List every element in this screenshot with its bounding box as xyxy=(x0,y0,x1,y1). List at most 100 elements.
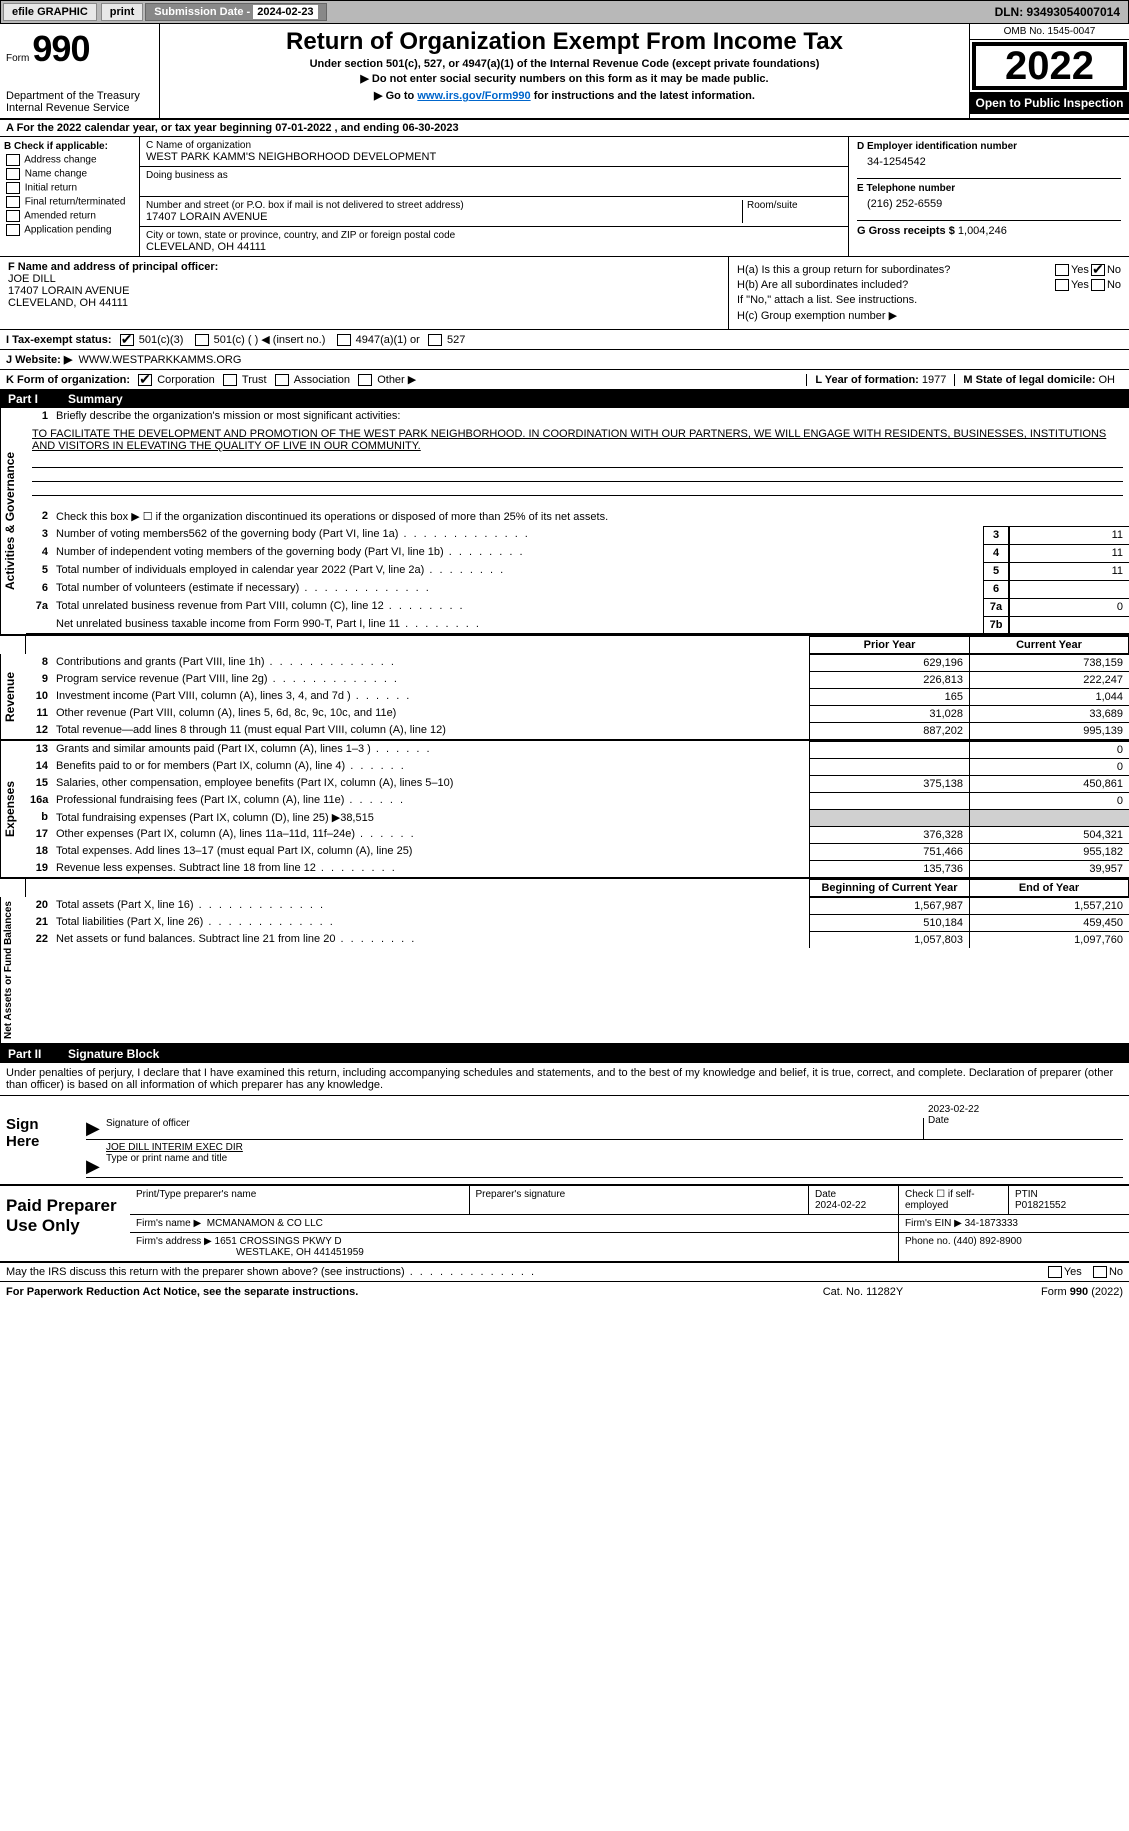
discuss-yes[interactable] xyxy=(1048,1266,1062,1278)
ptin-value: P01821552 xyxy=(1015,1200,1066,1211)
paid-preparer-block: Paid Preparer Use Only Print/Type prepar… xyxy=(0,1186,1129,1263)
cat-no: Cat. No. 11282Y xyxy=(763,1286,963,1298)
cb-amended-return[interactable]: Amended return xyxy=(4,210,135,222)
cb-501c[interactable] xyxy=(195,334,209,346)
summary-revenue: Revenue 8Contributions and grants (Part … xyxy=(0,654,1129,741)
summary-expenses: Expenses 13Grants and similar amounts pa… xyxy=(0,741,1129,879)
dept-label: Department of the Treasury Internal Reve… xyxy=(6,90,153,114)
form-footer: Form 990 (2022) xyxy=(963,1286,1123,1298)
form-subtitle: Under section 501(c), 527, or 4947(a)(1)… xyxy=(168,58,961,70)
submission-date-label: Submission Date - 2024-02-23 xyxy=(145,3,326,21)
irs-link[interactable]: www.irs.gov/Form990 xyxy=(417,90,530,102)
cb-address-change[interactable]: Address change xyxy=(4,154,135,166)
paid-preparer-label: Paid Preparer Use Only xyxy=(0,1186,130,1261)
arrow-icon: ▶ xyxy=(86,1118,106,1139)
year-formation: 1977 xyxy=(922,374,946,386)
footer: For Paperwork Reduction Act Notice, see … xyxy=(0,1282,1129,1302)
v3: 11 xyxy=(1009,526,1129,544)
cb-527[interactable] xyxy=(428,334,442,346)
vlabel-activities: Activities & Governance xyxy=(0,408,26,634)
v7b xyxy=(1009,616,1129,633)
efile-button[interactable]: efile GRAPHIC xyxy=(3,3,97,21)
print-button[interactable]: print xyxy=(101,3,143,21)
prep-date: 2024-02-22 xyxy=(815,1200,866,1211)
addr-label: Number and street (or P.O. box if mail i… xyxy=(146,200,742,211)
signature-declaration: Under penalties of perjury, I declare th… xyxy=(0,1063,1129,1096)
v4: 11 xyxy=(1009,544,1129,562)
sign-here-label: Sign Here xyxy=(0,1096,80,1184)
date-label: Date xyxy=(928,1115,949,1126)
phone-value: (216) 252-6559 xyxy=(867,198,1121,210)
org-city: CLEVELAND, OH 44111 xyxy=(146,241,842,253)
col-h-group: H(a) Is this a group return for subordin… xyxy=(729,257,1129,329)
gross-value: 1,004,246 xyxy=(958,225,1007,237)
open-inspection: Open to Public Inspection xyxy=(970,92,1129,114)
prep-sig-label: Preparer's signature xyxy=(470,1186,810,1214)
cb-association[interactable] xyxy=(275,374,289,386)
cb-4947[interactable] xyxy=(337,334,351,346)
ein-value: 34-1254542 xyxy=(867,156,1121,168)
section-f-h: F Name and address of principal officer:… xyxy=(0,257,1129,330)
omb-number: OMB No. 1545-0047 xyxy=(970,24,1129,40)
vlabel-revenue: Revenue xyxy=(0,654,26,739)
cb-final-return[interactable]: Final return/terminated xyxy=(4,196,135,208)
cb-corporation[interactable] xyxy=(138,374,152,386)
firm-phone: (440) 892-8900 xyxy=(953,1236,1021,1247)
hb-no[interactable] xyxy=(1091,279,1105,291)
hb-yes[interactable] xyxy=(1055,279,1069,291)
cb-initial-return[interactable]: Initial return xyxy=(4,182,135,194)
cb-other[interactable] xyxy=(358,374,372,386)
cb-trust[interactable] xyxy=(223,374,237,386)
firm-name: MCMANAMON & CO LLC xyxy=(207,1218,323,1229)
part-1-header: Part I Summary xyxy=(0,390,1129,408)
arrow-icon: ▶ xyxy=(86,1156,106,1177)
vlabel-netassets: Net Assets or Fund Balances xyxy=(0,897,26,1043)
hb-note: If "No," attach a list. See instructions… xyxy=(737,294,917,306)
name-title-label: Type or print name and title xyxy=(106,1153,227,1164)
col-d-e-g: D Employer identification number 34-1254… xyxy=(849,137,1129,256)
summary-col-headers: Prior Year Current Year xyxy=(0,636,1129,654)
self-employed-cb[interactable]: Check ☐ if self-employed xyxy=(899,1186,1009,1214)
section-b-d: B Check if applicable: Address change Na… xyxy=(0,137,1129,257)
officer-name-title-value: JOE DILL INTERIM EXEC DIR xyxy=(106,1142,1123,1153)
form-header: Form 990 Department of the Treasury Inte… xyxy=(0,24,1129,120)
phone-label: E Telephone number xyxy=(857,178,1121,194)
ha-no[interactable] xyxy=(1091,264,1105,276)
org-name: WEST PARK KAMM'S NEIGHBORHOOD DEVELOPMEN… xyxy=(146,151,842,163)
row-j-website: J Website: ▶ WWW.WESTPARKKAMMS.ORG xyxy=(0,350,1129,370)
officer-name: JOE DILL xyxy=(8,273,56,285)
form-label: Form xyxy=(6,53,29,64)
col-b-checkboxes: B Check if applicable: Address change Na… xyxy=(0,137,140,256)
dln: DLN: 93493054007014 xyxy=(987,3,1128,21)
v6 xyxy=(1009,580,1129,598)
officer-addr2: CLEVELAND, OH 44111 xyxy=(8,297,128,309)
org-address: 17407 LORAIN AVENUE xyxy=(146,211,742,223)
summary-activities: Activities & Governance 1Briefly describ… xyxy=(0,408,1129,636)
sig-officer-label: Signature of officer xyxy=(106,1118,923,1139)
tax-year: 2022 xyxy=(972,42,1127,90)
dba-label: Doing business as xyxy=(146,170,842,181)
cb-application-pending[interactable]: Application pending xyxy=(4,224,135,236)
note-1: ▶ Do not enter social security numbers o… xyxy=(168,72,961,85)
room-label: Room/suite xyxy=(747,200,842,211)
v5: 11 xyxy=(1009,562,1129,580)
paperwork-notice: For Paperwork Reduction Act Notice, see … xyxy=(6,1286,763,1298)
firm-addr1: 1651 CROSSINGS PKWY D xyxy=(215,1236,342,1247)
top-toolbar: efile GRAPHIC print Submission Date - 20… xyxy=(0,0,1129,24)
officer-addr1: 17407 LORAIN AVENUE xyxy=(8,285,129,297)
v7a: 0 xyxy=(1009,598,1129,616)
form-number: 990 xyxy=(32,28,89,69)
cb-name-change[interactable]: Name change xyxy=(4,168,135,180)
hc-label: H(c) Group exemption number ▶ xyxy=(737,309,897,322)
prep-name-label: Print/Type preparer's name xyxy=(130,1186,470,1214)
state-domicile: OH xyxy=(1099,374,1116,386)
firm-addr2: WESTLAKE, OH 441451959 xyxy=(236,1247,364,1258)
discuss-no[interactable] xyxy=(1093,1266,1107,1278)
col-f-officer: F Name and address of principal officer:… xyxy=(0,257,729,329)
form-title: Return of Organization Exempt From Incom… xyxy=(168,28,961,56)
ha-label: H(a) Is this a group return for subordin… xyxy=(737,264,1053,276)
cb-501c3[interactable] xyxy=(120,334,134,346)
note-2: ▶ Go to www.irs.gov/Form990 for instruct… xyxy=(168,89,961,102)
ha-yes[interactable] xyxy=(1055,264,1069,276)
org-name-label: C Name of organization xyxy=(146,140,842,151)
